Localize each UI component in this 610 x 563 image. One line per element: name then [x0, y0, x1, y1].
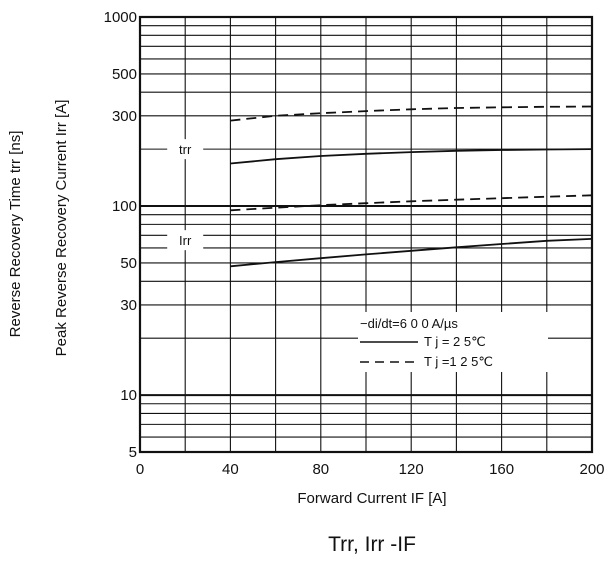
series-line-trr-tj125 [230, 105, 593, 122]
y-tick-label: 10 [120, 387, 137, 404]
y-axis-title-inner: Peak Reverse Recovery Current Irr [A] [53, 100, 70, 357]
x-tick-label: 80 [312, 461, 329, 478]
curve-label-background [167, 230, 204, 251]
x-tick-label: 40 [222, 461, 239, 478]
curve-label-irr: Irr [179, 233, 192, 248]
y-tick-label: 1000 [104, 9, 137, 26]
y-tick-label: 5 [129, 444, 137, 461]
legend-entry-tj-25: T j = 2 5℃ [424, 334, 486, 349]
y-tick-label: 30 [120, 297, 137, 314]
legend: −di/dt=6 0 0 A/µs T j = 2 5℃ T j =1 2 5℃ [358, 312, 548, 372]
x-tick-label: 200 [579, 461, 604, 478]
y-tick-label: 100 [112, 198, 137, 215]
curve-labels: trr Irr [167, 139, 204, 251]
y-tick-label: 50 [120, 255, 137, 272]
x-tick-label: 0 [136, 461, 144, 478]
chart-caption: Trr, Irr -IF [328, 533, 416, 556]
series-group [230, 105, 593, 268]
y-tick-label: 500 [112, 66, 137, 83]
curve-label-trr: trr [179, 142, 192, 157]
series-line-irr-tj125 [230, 194, 593, 212]
y-tick-label: 300 [112, 108, 137, 125]
series-line-irr-tj25 [230, 238, 593, 268]
x-axis-title: Forward Current IF [A] [297, 490, 446, 507]
y-axis-title-outer: Reverse Recovery Time trr [ns] [7, 131, 24, 338]
tick-labels: 0 40 80 120 160 200 5 10 30 50 100 300 500 1000 [104, 9, 605, 478]
legend-entry-tj-125: T j =1 2 5℃ [424, 354, 493, 369]
x-tick-label: 160 [489, 461, 514, 478]
series-line-trr-tj25 [230, 148, 593, 165]
x-tick-label: 120 [399, 461, 424, 478]
legend-title: −di/dt=6 0 0 A/µs [360, 316, 458, 331]
plot-frame [138, 15, 594, 454]
curve-label-background [167, 139, 204, 160]
